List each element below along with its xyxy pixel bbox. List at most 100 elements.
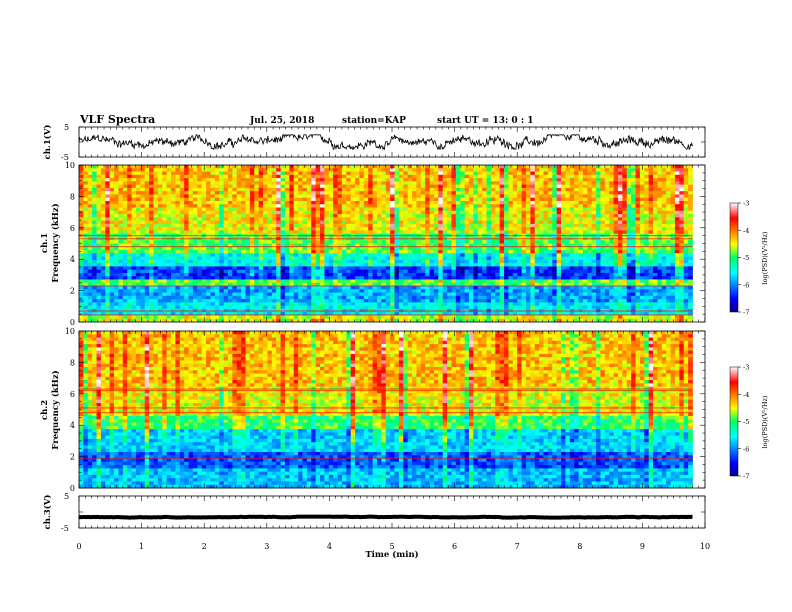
spectrogram-cell [214, 165, 220, 169]
spectrogram-cell [144, 259, 150, 264]
spectrogram-cell [582, 184, 588, 189]
spectrogram-cell [355, 214, 360, 218]
spectrogram-cell [631, 263, 636, 267]
spectrogram-cell [192, 197, 198, 202]
spectrogram-cell [561, 165, 566, 169]
spectrogram-cell [210, 171, 216, 176]
spectrogram-cell [403, 210, 409, 215]
spectrogram-cell [227, 269, 233, 274]
spectrogram-cell [517, 217, 522, 221]
spectrogram-cell [179, 269, 185, 274]
spectrogram-cell [530, 266, 536, 271]
spectrogram-cell [508, 168, 514, 172]
spectrogram-cell [188, 266, 194, 271]
spectrogram-cell [135, 187, 141, 192]
spectrogram-cell [639, 250, 645, 254]
spectrogram-cell [157, 230, 163, 235]
spectrogram-cell [166, 191, 172, 195]
spectrogram-cell [504, 174, 509, 179]
spectrogram-cell [609, 171, 614, 176]
spectrogram-cell [521, 200, 527, 205]
spectrogram-cell [385, 184, 391, 189]
spectrogram-cell [232, 194, 238, 199]
spectrogram-cell [688, 217, 693, 221]
spectrogram-cell [504, 210, 509, 215]
spectrogram-cell [179, 207, 185, 212]
spectrogram-cell [504, 250, 509, 254]
spectrogram-cell [617, 197, 623, 202]
spectrogram-cell [210, 214, 216, 218]
spectrogram-cell [604, 269, 610, 274]
spectrogram-cell [429, 253, 435, 257]
spectrogram-cell [188, 243, 194, 248]
spectrogram-cell [315, 253, 321, 257]
spectrogram-cell [464, 197, 470, 202]
spectrogram-cell [403, 266, 409, 271]
spectrogram-cell [416, 217, 422, 221]
spectrogram-cell [455, 165, 461, 169]
spectrogram-cell [398, 191, 404, 195]
spectrogram-cell [495, 230, 501, 235]
spectrogram-cell [587, 171, 593, 176]
spectrogram-cell [460, 165, 466, 169]
spectrogram-cell [271, 272, 277, 277]
spectrogram-cell [565, 194, 571, 199]
spectrogram-cell [311, 210, 317, 215]
spectrogram-cell [688, 220, 693, 225]
spectrogram-cell [416, 171, 422, 176]
spectrogram-cell [385, 243, 391, 248]
spectrogram-cell [688, 272, 693, 277]
spectrogram-cell [556, 253, 562, 257]
spectrogram-cell [420, 184, 426, 189]
spectrogram-cell [622, 263, 628, 267]
spectrogram-cell [346, 250, 352, 254]
spectrogram-cell [92, 204, 97, 208]
spectrogram-cell [311, 243, 317, 248]
spectrogram-cell [525, 194, 531, 199]
spectrogram-cell [495, 187, 501, 192]
spectrogram-cell [433, 200, 439, 205]
spectrogram-cell [166, 220, 172, 225]
spectrogram-cell [403, 178, 409, 182]
spectrogram-cell [455, 210, 461, 215]
spectrogram-cell [407, 210, 413, 215]
spectrogram-cell [517, 178, 522, 182]
spectrogram-cell [504, 171, 509, 176]
spectrogram-cell [521, 227, 527, 231]
spectrogram-cell [552, 223, 558, 228]
spectrogram-cell [556, 269, 562, 274]
spectrogram-cell [556, 174, 562, 179]
spectrogram-cell [381, 259, 387, 264]
spectrogram-cell [420, 210, 426, 215]
spectrogram-cell [521, 171, 527, 176]
spectrogram-cell [122, 187, 128, 192]
spectrogram-cell [631, 187, 636, 192]
spectrogram-cell [206, 214, 211, 218]
spectrogram-cell [525, 256, 531, 261]
spectrogram-cell [149, 240, 154, 244]
spectrogram-cell [679, 230, 685, 235]
spectrogram-cell [284, 191, 290, 195]
spectrogram-cell [499, 171, 505, 176]
spectrogram-cell [219, 259, 224, 264]
spectrogram-cell [390, 200, 395, 205]
spectrogram-cell [688, 184, 693, 189]
spectrogram-cell [122, 220, 128, 225]
spectrogram-cell [363, 227, 369, 231]
spectrogram-cell [350, 259, 356, 264]
spectrogram-cell [122, 250, 128, 254]
spectrogram-cell [355, 250, 360, 254]
spectrogram-cell [83, 223, 89, 228]
spectrogram-cell [525, 181, 531, 186]
spectrogram-cell [241, 266, 246, 271]
spectrogram-cell [376, 223, 382, 228]
spectrogram-cell [600, 250, 606, 254]
spectrogram-cell [574, 214, 579, 218]
spectrogram-cell [661, 194, 667, 199]
spectrogram-cell [289, 227, 295, 231]
spectrogram-cell [192, 181, 198, 186]
spectrogram-cell [561, 184, 566, 189]
spectrogram-cell [674, 217, 680, 221]
spectrogram-cell [473, 204, 479, 208]
spectrogram-cell [201, 243, 207, 248]
